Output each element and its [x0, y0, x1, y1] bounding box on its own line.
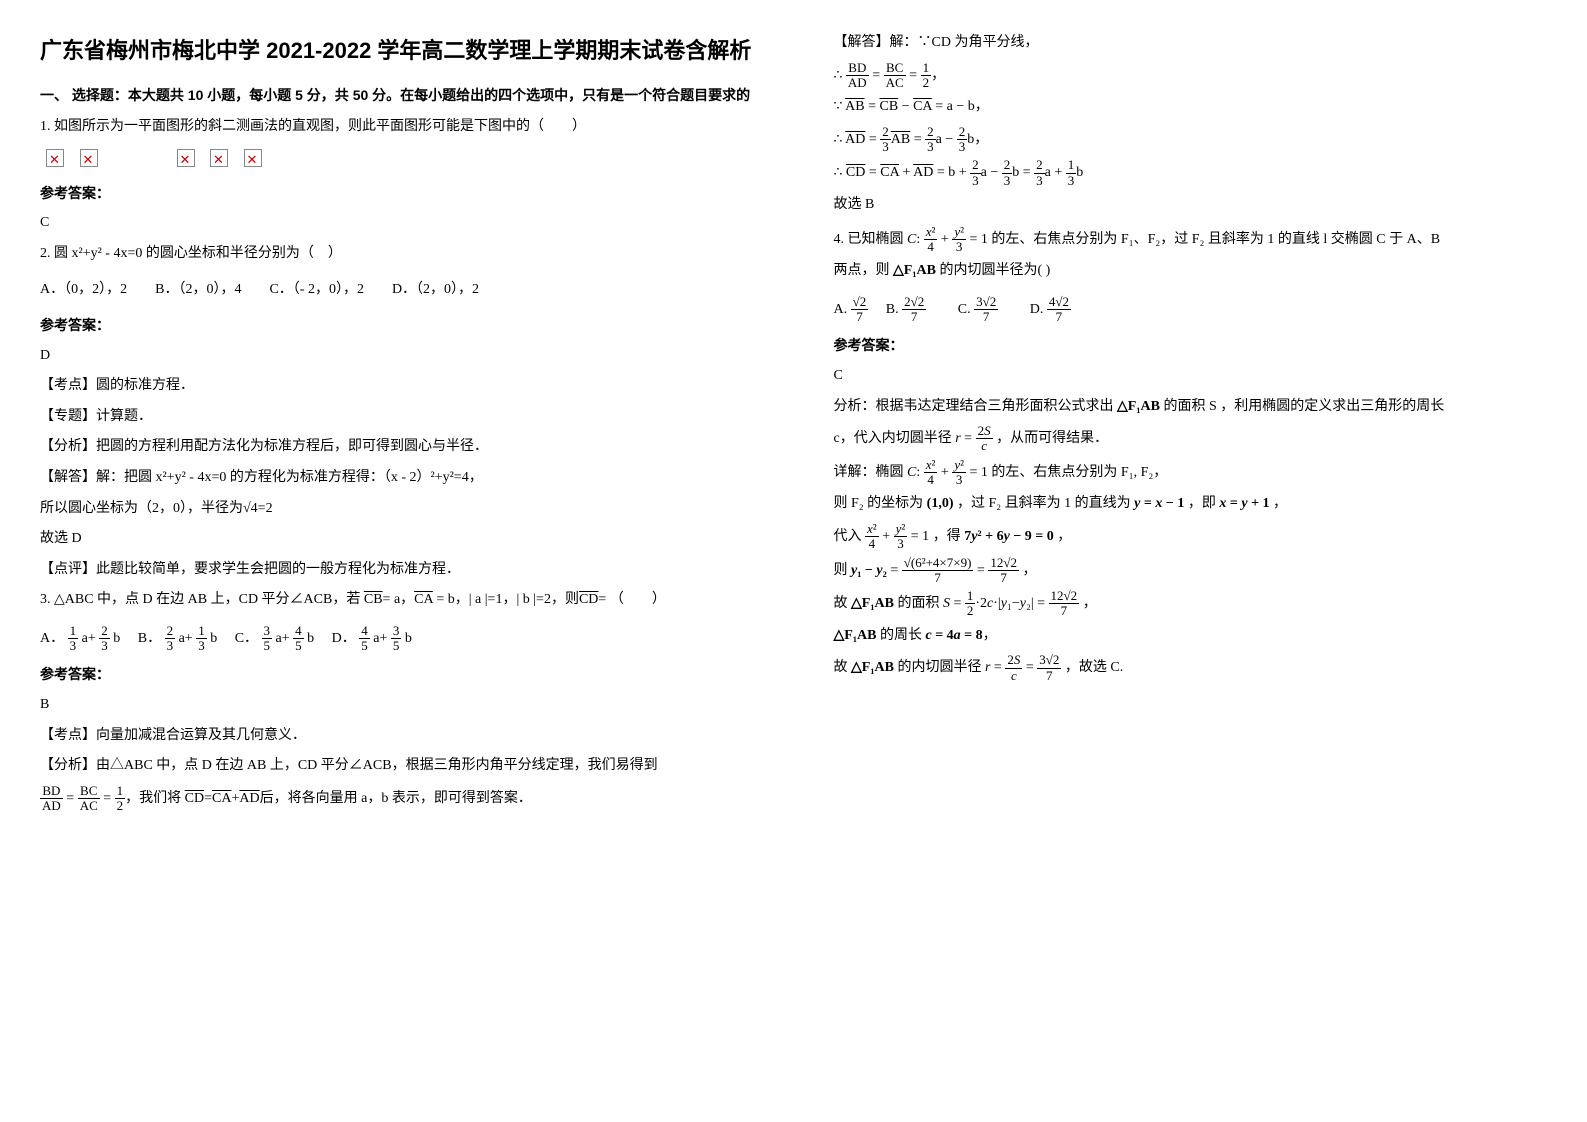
q1-images-row — [40, 145, 754, 172]
r-l1: 【解答】解：∵CD 为角平分线， — [834, 30, 1548, 57]
answer-label: 参考答案： — [40, 312, 754, 339]
broken-image-icon — [80, 149, 98, 167]
q4-prefix: 4. 已知椭圆 — [834, 232, 904, 247]
q4-a4: 则 F₂ 的坐标为 (1,0) ，过 F₂ 且斜率为 1 的直线为 y = x … — [834, 491, 1548, 518]
answer-label: 参考答案： — [834, 332, 1548, 359]
q3-stem: 3. △ABC 中，点 D 在边 AB 上，CD 平分∠ACB，若 CB= a，… — [40, 587, 754, 614]
answer-label: 参考答案： — [40, 180, 754, 207]
doc-title: 广东省梅州市梅北中学 2021-2022 学年高二数学理上学期期末试卷含解析 — [40, 30, 754, 72]
q4-stem: 4. 已知椭圆 C: x²4 + y²3 = 1 的左、右焦点分别为 F₁、F₂… — [834, 225, 1548, 255]
q3-a2: 【分析】由△ABC 中，点 D 在边 AB 上，CD 平分∠ACB，根据三角形内… — [40, 753, 754, 780]
page: 广东省梅州市梅北中学 2021-2022 学年高二数学理上学期期末试卷含解析 一… — [0, 0, 1587, 1122]
broken-image-icon — [177, 149, 195, 167]
q2-options: A．（0，2），2 B．（2，0），4 C．（- 2，0），2 D．（2，0），… — [40, 277, 754, 304]
q1-stem: 1. 如图所示为一平面图形的斜二测画法的直观图，则此平面图形可能是下图中的（ ） — [40, 114, 754, 141]
q3-optC-label: C． — [235, 631, 258, 646]
q4-mid: 的左、右焦点分别为 F₁、F₂，过 F₂ 且斜率为 1 的直线 l 交椭圆 C … — [991, 232, 1440, 247]
q4-a9: 故 △F₁AB 的内切圆半径 r = 2Sc = 3√27 ，故选 C. — [834, 653, 1548, 683]
q3-stem-prefix: 3. △ABC 中，点 D 在边 AB 上，CD 平分∠ACB，若 — [40, 592, 360, 607]
q3-optB-label: B． — [138, 631, 161, 646]
q4-a8: △F₁AB 的周长 c = 4a = 8， — [834, 623, 1548, 650]
q4-a1: 分析：根据韦达定理结合三角形面积公式求出 △F₁AB 的面积 S ，利用椭圆的定… — [834, 394, 1548, 421]
r-l2: ∴ BDAD = BCAC = 12， — [834, 61, 1548, 91]
broken-image-icon — [46, 149, 64, 167]
q3-optD-label: D． — [332, 631, 356, 646]
r-l6: 故选 B — [834, 192, 1548, 219]
q2-a4: 【解答】解：把圆 x²+y² - 4x=0 的方程化为标准方程得：（x - 2）… — [40, 465, 754, 492]
q2-stem: 2. 圆 x²+y² - 4x=0 的圆心坐标和半径分别为（ ） — [40, 241, 754, 268]
r-l5: ∴ CD = CA + AD = b + 23a − 23b = 23a + 1… — [834, 158, 1548, 188]
q4-answer: C — [834, 363, 1548, 390]
q2-answer: D — [40, 343, 754, 370]
q2-a1: 【考点】圆的标准方程． — [40, 373, 754, 400]
q2-a6: 故选 D — [40, 526, 754, 553]
q4-a3: 详解：椭圆 C: x²4 + y²3 = 1 的左、右焦点分别为 F₁, F₂， — [834, 458, 1548, 488]
q4-a2: c，代入内切圆半径 r = 2Sc ，从而可得结果． — [834, 424, 1548, 454]
q2-a3: 【分析】把圆的方程利用配方法化为标准方程后，即可得到圆心与半径． — [40, 434, 754, 461]
q1-answer: C — [40, 210, 754, 237]
q3-options: A． 13 a+ 23 b B． 23 a+ 13 b C． 35 a+ 45 … — [40, 624, 754, 654]
broken-image-icon — [210, 149, 228, 167]
q3-optA-label: A． — [40, 631, 64, 646]
answer-label: 参考答案： — [40, 661, 754, 688]
right-column: 【解答】解：∵CD 为角平分线， ∴ BDAD = BCAC = 12， ∵ A… — [794, 0, 1587, 1122]
q4-options: A. √27 B. 2√27 C. 3√27 D. 4√27 — [834, 295, 1548, 325]
r-l4: ∴ AD = 23AB = 23a − 23b， — [834, 125, 1548, 155]
q2-a5: 所以圆心坐标为（2，0），半径为√4=2 — [40, 496, 754, 523]
q4-a6: 则 y₁ − y₂ = √(6²+4×7×9)7 = 12√27 ， — [834, 556, 1548, 586]
q4-stem-line2: 两点，则 △F₁AB 的内切圆半径为( ) — [834, 258, 1548, 285]
q3-answer: B — [40, 692, 754, 719]
q2-a2: 【专题】计算题． — [40, 404, 754, 431]
broken-image-icon — [244, 149, 262, 167]
left-column: 广东省梅州市梅北中学 2021-2022 学年高二数学理上学期期末试卷含解析 一… — [0, 0, 794, 1122]
q4-a5: 代入 x²4 + y²3 = 1 ，得 7y² + 6y − 9 = 0 ， — [834, 522, 1548, 552]
section-1-header: 一、 选择题：本大题共 10 小题，每小题 5 分，共 50 分。在每小题给出的… — [40, 82, 754, 109]
q3-a3: BDAD = BCAC = 12，我们将 CD=CA+AD后，将各向量用 a，b… — [40, 784, 754, 814]
q2-a7: 【点评】此题比较简单，要求学生会把圆的一般方程化为标准方程． — [40, 557, 754, 584]
q3-a1: 【考点】向量加减混合运算及其几何意义． — [40, 723, 754, 750]
q3-stem-suffix: （ ） — [610, 592, 666, 607]
q4-a7: 故 △F₁AB 的面积 S = 12·2c·|y₁−y₂| = 12√27 ， — [834, 589, 1548, 619]
r-l3: ∵ AB = CB − CA = a − b， — [834, 94, 1548, 121]
